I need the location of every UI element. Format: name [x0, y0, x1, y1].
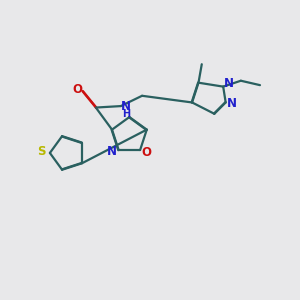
- Text: N: N: [227, 98, 237, 110]
- Text: N: N: [107, 145, 117, 158]
- Text: O: O: [142, 146, 152, 159]
- Text: H: H: [122, 109, 130, 119]
- Text: N: N: [121, 100, 131, 112]
- Text: N: N: [224, 76, 233, 90]
- Text: O: O: [72, 82, 82, 95]
- Text: S: S: [38, 145, 46, 158]
